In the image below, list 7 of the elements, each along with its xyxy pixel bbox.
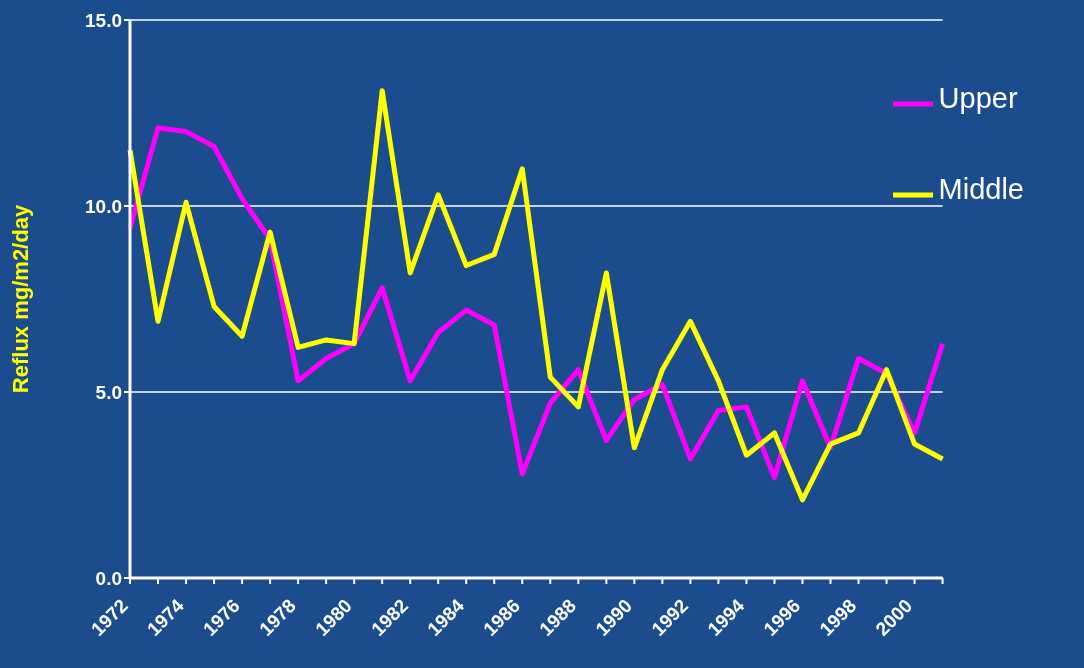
legend-label: Upper: [938, 82, 1018, 114]
y-axis-title: Reflux mg/m2/day: [7, 204, 33, 394]
y-tick-label: 5.0: [95, 381, 122, 403]
y-tick-label: 15.0: [85, 9, 122, 31]
legend-label: Middle: [938, 173, 1024, 205]
y-tick-label: 0.0: [95, 567, 122, 589]
y-tick-label: 10.0: [85, 195, 122, 217]
